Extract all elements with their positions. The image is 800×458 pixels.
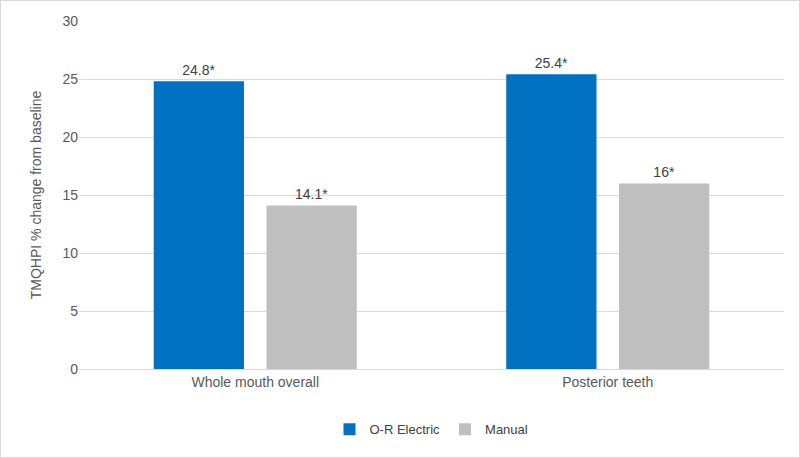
svg-text:TMQHPI % change from baseline: TMQHPI % change from baseline (28, 91, 44, 300)
svg-text:Whole mouth overall: Whole mouth overall (191, 374, 319, 390)
svg-text:Manual: Manual (485, 422, 528, 437)
svg-text:5: 5 (70, 303, 78, 319)
svg-text:30: 30 (62, 13, 78, 29)
svg-text:16*: 16* (653, 164, 675, 180)
svg-text:10: 10 (62, 245, 78, 261)
svg-text:0: 0 (70, 361, 78, 377)
svg-text:Posterior teeth: Posterior teeth (562, 374, 653, 390)
svg-text:24.8*: 24.8* (182, 62, 215, 78)
svg-text:25: 25 (62, 71, 78, 87)
svg-text:O-R Electric: O-R Electric (370, 422, 441, 437)
svg-text:14.1*: 14.1* (295, 186, 328, 202)
svg-text:20: 20 (62, 129, 78, 145)
svg-text:15: 15 (62, 187, 78, 203)
svg-text:25.4*: 25.4* (535, 55, 568, 71)
